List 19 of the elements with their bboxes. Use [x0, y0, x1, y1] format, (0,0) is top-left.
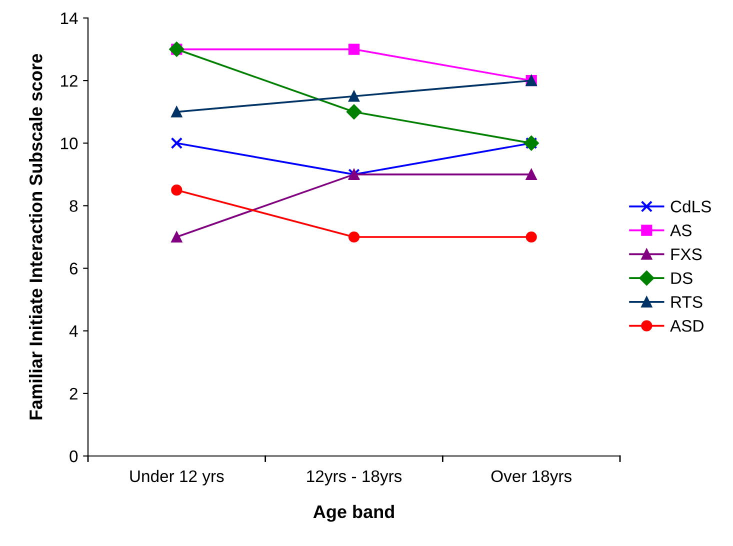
legend-label: CdLS: [670, 200, 711, 212]
y-axis-title: Familiar Initiate Interaction Subscale score: [29, 54, 42, 420]
legend-label: FXS: [671, 248, 702, 260]
y-tick-label: 12: [61, 74, 78, 87]
legend-label: RTS: [671, 296, 702, 308]
x-tick-label: Under 12 yrs: [130, 470, 224, 486]
y-tick-label: 4: [69, 325, 78, 337]
legend-label: AS: [670, 224, 692, 236]
y-tick-label: 8: [70, 200, 78, 212]
legend-label: ASD: [670, 320, 704, 332]
y-tick-label: 2: [70, 388, 78, 400]
x-tick-label: Over 18yrs: [491, 470, 572, 486]
x-axis-title: Age band: [313, 504, 394, 522]
x-tick-label: 12yrs - 18yrs: [307, 470, 402, 486]
y-tick-label: 6: [70, 262, 78, 274]
y-tick-label: 0: [70, 450, 78, 462]
y-tick-label: 10: [61, 138, 78, 150]
legend-label: DS: [671, 272, 692, 284]
y-tick-label: 14: [61, 12, 78, 24]
